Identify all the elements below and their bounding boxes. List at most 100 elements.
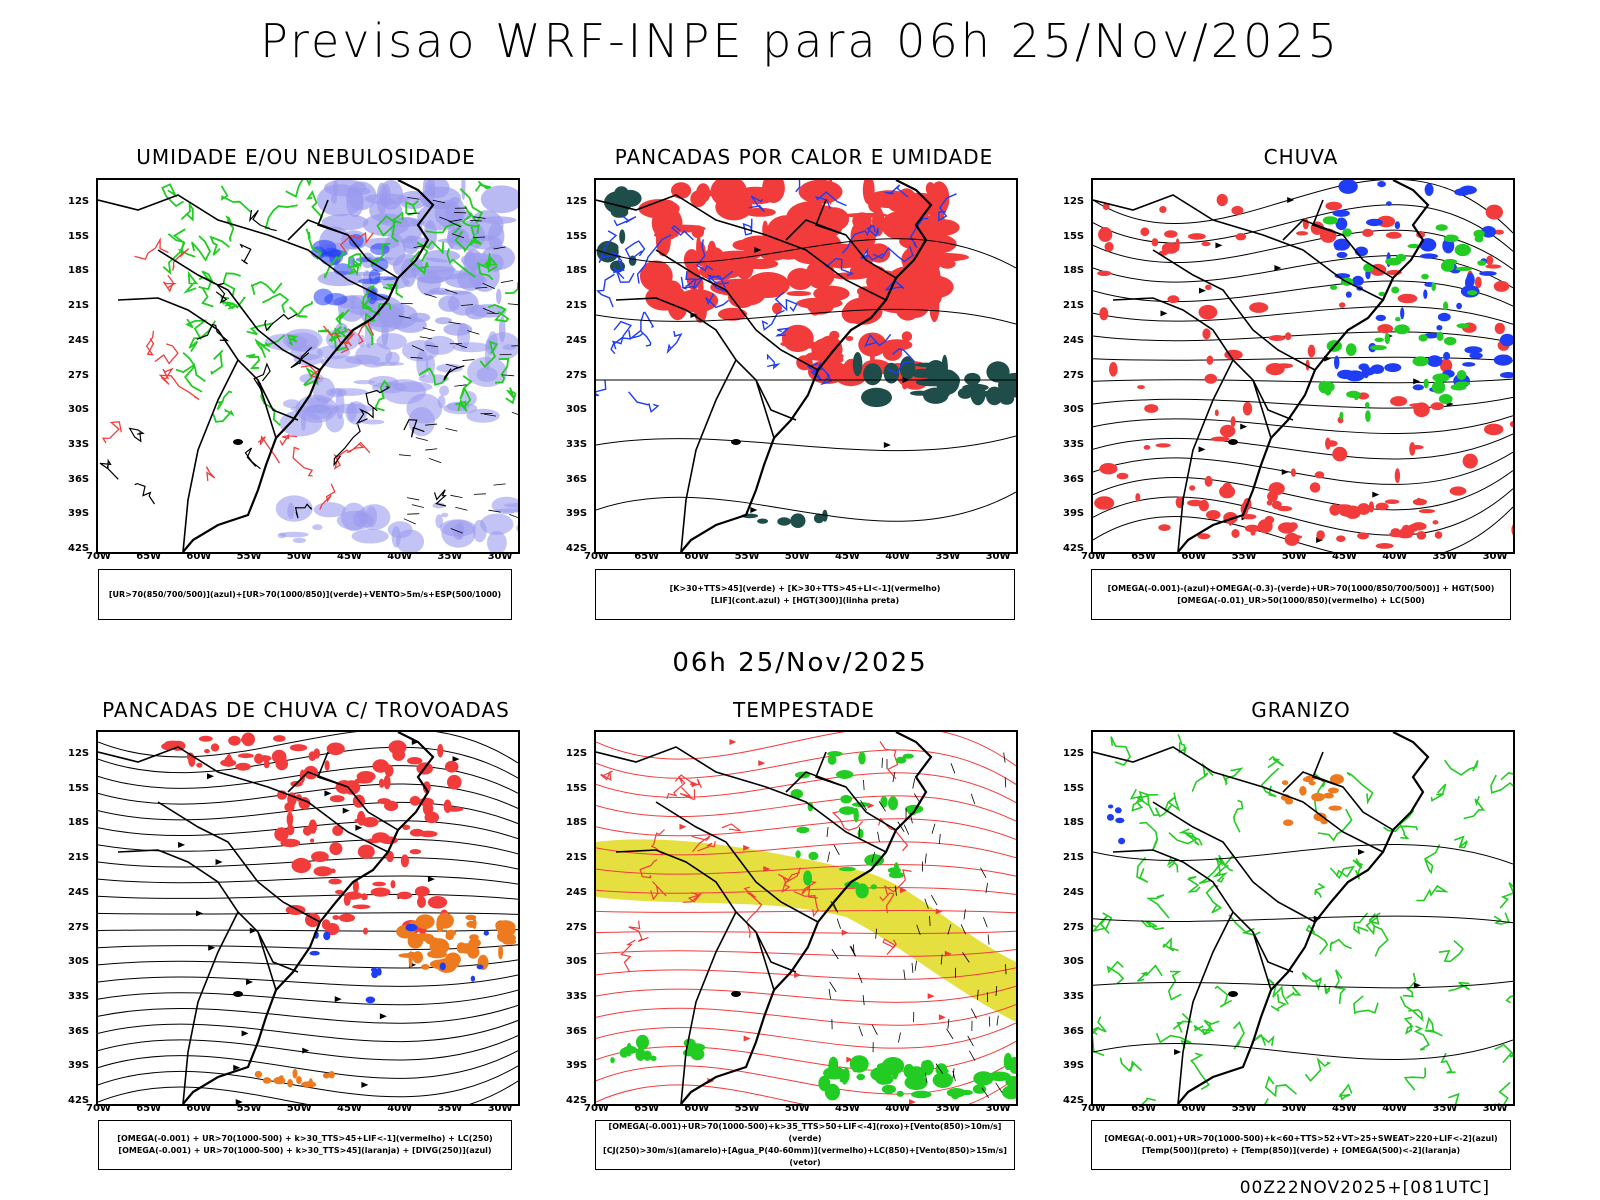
streamline-arrow: [1281, 469, 1289, 475]
wind850-vector: [898, 1032, 901, 1043]
temp850-contour-green: [1313, 772, 1326, 812]
thickness-contour-red: [279, 433, 298, 447]
pressure-contour-black: [433, 489, 447, 507]
thunderstorm-area-red: [228, 735, 241, 746]
omega-ur-area-red: [1409, 442, 1416, 456]
temp850-contour-green: [1365, 913, 1380, 936]
temp850-contour-green: [1323, 983, 1331, 995]
wind850-area-green: [972, 1084, 987, 1094]
lif-contour-blue: [766, 353, 781, 370]
humidity-contour-green: [483, 256, 499, 273]
temp850-contour-green: [1430, 783, 1447, 802]
lagoa-dos-patos: [1228, 439, 1238, 445]
hgt500-contour: [1093, 470, 1513, 511]
instability-area-red: [735, 258, 754, 280]
thickness-contour-red: [160, 367, 174, 385]
coastline: [680, 732, 933, 1104]
streamline-arrow: [246, 979, 254, 985]
longitude-tick-label: 30W: [985, 1103, 1011, 1114]
omega-area-blue: [1499, 333, 1513, 347]
coastline: [1177, 180, 1430, 552]
divg250-area-blue: [476, 964, 484, 970]
hgt500-contour: [1093, 356, 1513, 362]
temp850-contour-green: [1403, 1016, 1414, 1035]
omega-area-green: [1467, 290, 1478, 296]
lc850-streamline: [596, 818, 1016, 840]
humidity-contour-green: [405, 200, 419, 216]
country-border: [755, 379, 797, 421]
humidity-contour-green: [477, 252, 494, 281]
thunderstorm-area-orange: [292, 1068, 298, 1079]
omega-area-green: [1365, 410, 1371, 422]
panel-legend: [OMEGA(-0.001)+UR>70(1000-500)+k<60+TTS>…: [1091, 1120, 1511, 1170]
longitude-tick-label: 35W: [1432, 551, 1458, 562]
humidity-contour-green: [246, 322, 274, 336]
humidity-area-blue: [467, 356, 508, 387]
wind-vector: [467, 330, 480, 335]
instability-area-red: [819, 207, 850, 231]
humidity-area-blue: [446, 227, 470, 250]
k-tts-area-green: [777, 517, 791, 526]
humidity-area-dark-blue: [319, 251, 333, 257]
longitude-tick-label: 65W: [634, 1103, 660, 1114]
instability-area-red: [690, 190, 707, 207]
humidity-contour-green: [459, 375, 473, 408]
thunderstorm-area-red: [313, 866, 333, 877]
humidity-contour-green: [198, 280, 214, 308]
omega-ur-area-red: [1329, 504, 1341, 516]
thunderstorm-area-red: [291, 857, 312, 874]
longitude-tick-label: 40W: [1382, 551, 1408, 562]
humidity-contour-green: [505, 282, 518, 295]
pressure-contour-black: [134, 482, 156, 505]
humidity-area-blue: [347, 402, 357, 422]
thunderstorm-area-red: [335, 889, 344, 895]
wind850-area-green: [828, 1062, 833, 1070]
country-border: [1252, 931, 1294, 973]
longitude-tick-label: 65W: [1131, 551, 1157, 562]
humidity-contour-green: [334, 326, 350, 341]
humidity-area-blue: [480, 513, 514, 535]
instability-area-red: [867, 231, 875, 250]
instability-area-red: [758, 244, 789, 261]
wind-vector: [419, 336, 432, 340]
streamline-arrow: [1357, 849, 1365, 855]
jet-stream-area-yellow: [596, 839, 1016, 1022]
thunderstorm-area-red: [196, 762, 203, 768]
thickness-contour-red: [346, 441, 371, 454]
omega-ur-area-red: [1201, 241, 1211, 247]
thickness-contour-red: [172, 248, 190, 271]
longitude-tick-label: 45W: [835, 551, 860, 562]
omega-ur-area-red: [1440, 358, 1453, 373]
streamline-arrow: [1174, 1049, 1182, 1055]
wind850-area-green: [796, 826, 810, 834]
thunderstorm-area-red: [388, 740, 407, 755]
streamline-arrow: [452, 756, 460, 763]
temp850-contour-green: [1453, 835, 1468, 849]
wind850-area-green: [803, 870, 813, 886]
pressure-contour-black: [239, 243, 252, 265]
legend-line: [OMEGA(-0.001)+UR>70(1000-500)+k<60+TTS>…: [1104, 1134, 1498, 1143]
instability-area-red: [733, 186, 778, 205]
k-tts-area-green: [757, 518, 769, 524]
omega-area-blue: [1464, 346, 1483, 354]
latitude-tick-label: 12S: [1063, 748, 1085, 759]
wind850-area-green: [1003, 1052, 1013, 1071]
omega-area-green: [1339, 411, 1344, 420]
wind850-vector: [892, 772, 896, 783]
latitude-tick-label: 42S: [1063, 543, 1085, 554]
omega-area-green: [1412, 356, 1429, 367]
wind850-vector: [830, 901, 837, 912]
humidity-area-blue: [346, 186, 364, 218]
lc250-streamline: [98, 1019, 518, 1043]
country-border: [1093, 746, 1384, 853]
omega-ur-area-red: [1216, 193, 1228, 207]
country-border: [157, 249, 321, 371]
omega-area-green: [1455, 381, 1471, 386]
omega-area-blue: [1419, 253, 1439, 259]
precipitable-water-contour: [620, 939, 636, 973]
country-border: [257, 379, 299, 421]
wind-vector: [411, 504, 424, 508]
thickness-contour-red: [343, 328, 355, 347]
thunderstorm-area-red: [285, 905, 306, 915]
streamline-arrow: [883, 442, 891, 448]
